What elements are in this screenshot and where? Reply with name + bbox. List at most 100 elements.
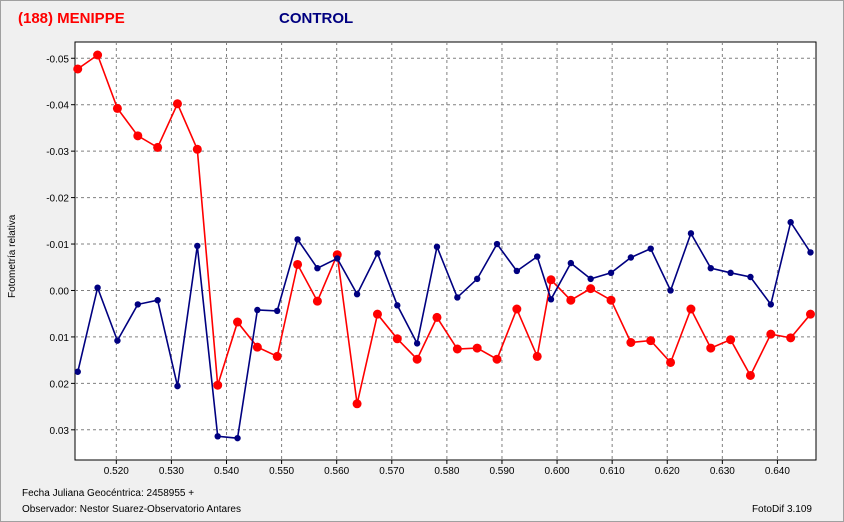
- x-tick-label: 0.560: [324, 466, 349, 477]
- control-data-point: [534, 253, 541, 260]
- menippe-data-point: [512, 304, 522, 314]
- menippe-data-point: [153, 142, 163, 152]
- menippe-data-point: [73, 64, 83, 74]
- object-title: (188) MENIPPE: [18, 10, 125, 27]
- control-data-point: [667, 287, 674, 294]
- menippe-data-point: [786, 333, 796, 343]
- menippe-data-point: [492, 354, 502, 364]
- menippe-data-point: [726, 335, 736, 345]
- control-data-point: [134, 301, 142, 308]
- y-tick-label: -0.05: [46, 54, 69, 65]
- menippe-data-point: [392, 334, 402, 344]
- menippe-data-point: [646, 336, 656, 346]
- control-data-point: [234, 434, 241, 442]
- y-tick-label: -0.03: [46, 147, 69, 158]
- menippe-data-point: [626, 337, 636, 347]
- menippe-data-point: [412, 354, 422, 364]
- control-data-point: [567, 259, 575, 267]
- control-data-point: [433, 243, 441, 251]
- control-data-point: [787, 219, 794, 226]
- control-data-point: [374, 250, 381, 257]
- control-data-point: [154, 297, 161, 304]
- control-data-point: [647, 245, 654, 252]
- menippe-data-point: [472, 343, 482, 353]
- menippe-data-point: [252, 342, 262, 352]
- menippe-data-point: [452, 344, 462, 354]
- menippe-data-point: [172, 99, 182, 109]
- control-data-point: [587, 275, 594, 283]
- menippe-data-point: [293, 259, 303, 269]
- control-data-point: [273, 307, 281, 315]
- menippe-data-point: [352, 399, 362, 409]
- menippe-data-point: [432, 312, 442, 322]
- menippe-data-point: [93, 50, 103, 60]
- menippe-data-point: [532, 351, 542, 361]
- x-tick-label: 0.600: [545, 466, 570, 477]
- menippe-data-point: [192, 144, 202, 154]
- menippe-data-point: [133, 131, 143, 141]
- y-tick-label: -0.01: [46, 240, 69, 251]
- plot-area: [74, 41, 817, 461]
- control-data-point: [707, 264, 714, 272]
- control-series-line: [77, 220, 812, 440]
- control-data-point: [394, 302, 401, 309]
- y-tick-label: -0.04: [46, 101, 69, 112]
- control-data-point: [493, 240, 501, 248]
- control-data-point: [353, 290, 361, 298]
- control-title: CONTROL: [279, 10, 354, 27]
- y-tick-label: 0.00: [50, 286, 70, 297]
- julian-date-label: Fecha Juliana Geocéntrica: 2458955 +: [22, 488, 195, 499]
- control-data-point: [314, 264, 321, 272]
- x-tick-label: 0.610: [600, 466, 625, 477]
- control-data-point: [114, 337, 121, 344]
- control-data-point: [807, 249, 814, 256]
- control-data-point: [473, 275, 481, 283]
- control-data-point: [747, 273, 754, 281]
- software-version: FotoDif 3.109: [751, 504, 812, 515]
- control-data-point: [627, 254, 635, 261]
- control-data-point: [687, 230, 695, 237]
- control-data-point: [727, 269, 734, 277]
- observer-label: Observador: Nestor Suarez-Observatorio A…: [22, 504, 241, 515]
- x-tick-label: 0.630: [710, 466, 735, 477]
- control-data-point: [547, 296, 555, 303]
- x-tick-label: 0.550: [269, 466, 294, 477]
- control-data-point: [174, 382, 181, 390]
- control-data-point: [513, 267, 521, 275]
- x-tick-label: 0.520: [104, 466, 129, 477]
- x-tick-label: 0.570: [379, 466, 404, 477]
- control-data-point: [334, 255, 341, 262]
- control-data-point: [194, 242, 201, 250]
- menippe-data-point: [766, 329, 776, 339]
- y-tick-label: 0.02: [50, 379, 70, 390]
- menippe-data-point: [666, 357, 676, 367]
- x-tick-label: 0.640: [765, 466, 790, 477]
- y-tick-label: -0.02: [46, 194, 69, 205]
- menippe-data-point: [686, 304, 696, 314]
- x-tick-label: 0.540: [214, 466, 239, 477]
- control-data-point: [74, 368, 81, 375]
- control-data-point: [767, 301, 775, 308]
- x-tick-label: 0.530: [159, 466, 184, 477]
- menippe-data-point: [805, 309, 815, 319]
- control-data-point: [454, 294, 461, 301]
- control-data-point: [94, 284, 101, 291]
- y-tick-label: 0.01: [50, 333, 70, 344]
- menippe-data-point: [112, 103, 122, 113]
- control-data-point: [214, 433, 221, 440]
- menippe-series-line: [77, 53, 812, 404]
- menippe-data-point: [586, 284, 596, 294]
- menippe-data-point: [272, 351, 282, 361]
- x-tick-label: 0.590: [489, 466, 514, 477]
- menippe-data-point: [606, 295, 616, 305]
- menippe-data-point: [566, 295, 576, 305]
- menippe-data-point: [312, 296, 322, 306]
- menippe-data-point: [372, 309, 382, 319]
- control-data-point: [294, 236, 301, 243]
- control-data-point: [607, 269, 615, 277]
- menippe-data-point: [745, 370, 755, 380]
- menippe-data-point: [546, 275, 556, 285]
- control-data-point: [413, 340, 421, 347]
- menippe-data-point: [706, 343, 716, 353]
